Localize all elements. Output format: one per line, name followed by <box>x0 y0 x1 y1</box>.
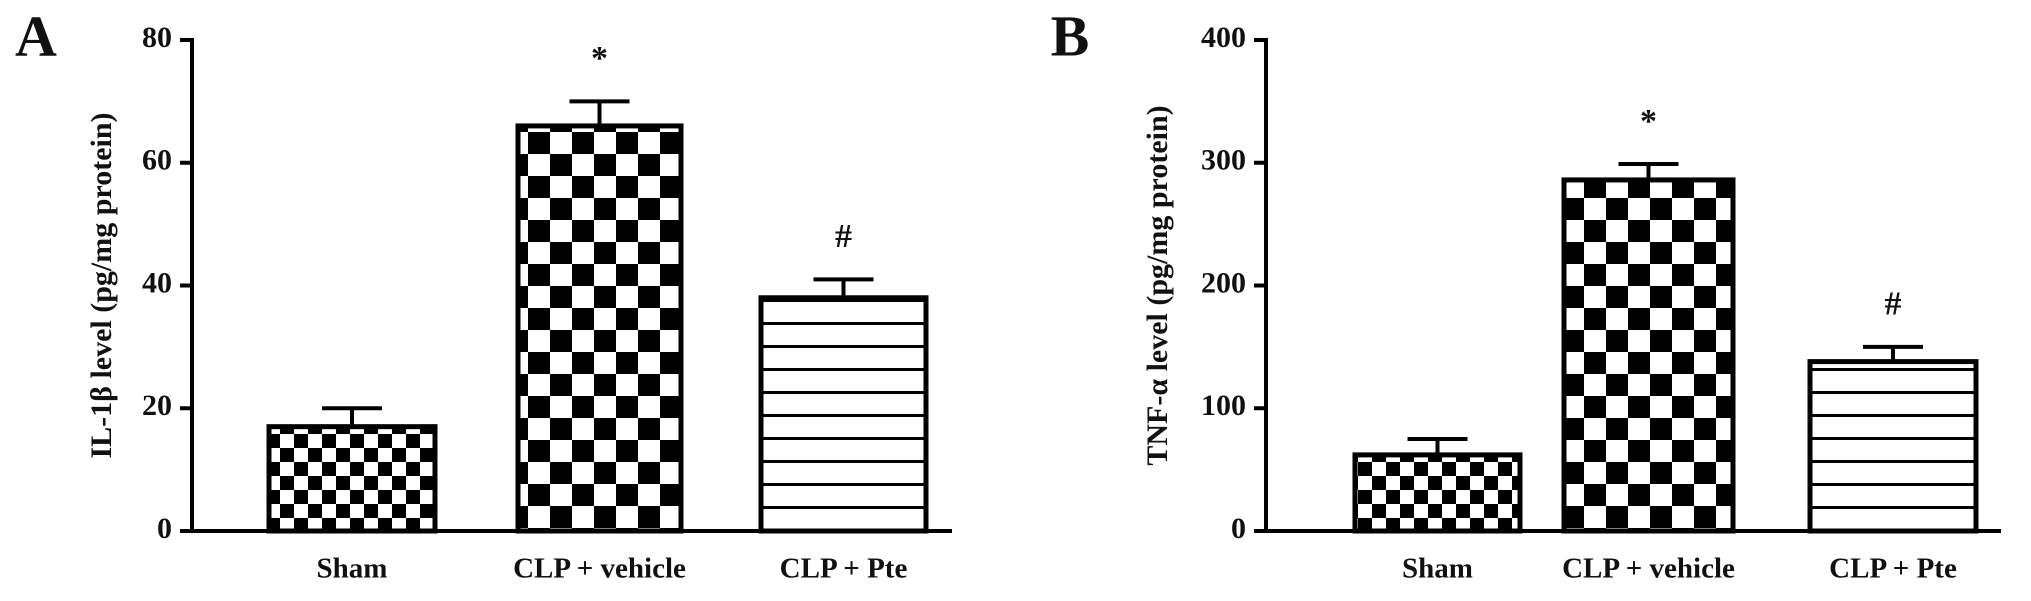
y-tick-label: 20 <box>142 389 172 422</box>
y-tick-label: 60 <box>142 144 172 177</box>
bar <box>1352 452 1523 534</box>
y-tick-label: 400 <box>1201 21 1246 54</box>
x-tick-label: CLP + Pte <box>1829 553 1957 585</box>
significance-label: * <box>591 40 608 77</box>
bar <box>1807 359 1979 534</box>
y-tick-label: 0 <box>157 512 172 545</box>
y-tick-label: 300 <box>1201 144 1246 177</box>
x-tick-label: CLP + vehicle <box>513 553 686 585</box>
x-tick-label: CLP + Pte <box>780 553 908 585</box>
y-axis-label: TNF-α level (pg/mg protein) <box>1141 105 1174 465</box>
y-tick-label: 200 <box>1201 266 1246 299</box>
y-tick-label: 80 <box>142 21 172 54</box>
significance-label: * <box>1640 103 1657 140</box>
x-tick-label: CLP + vehicle <box>1562 553 1735 585</box>
bar <box>758 295 929 534</box>
significance-label: # <box>835 218 852 255</box>
bar <box>266 424 438 534</box>
x-tick-label: Sham <box>317 553 388 585</box>
y-tick-label: 100 <box>1201 389 1246 422</box>
x-tick-label: Sham <box>1402 553 1473 585</box>
y-tick-label: 0 <box>1231 512 1246 545</box>
panel-label: B <box>1051 3 1090 68</box>
y-axis-label: IL-1β level (pg/mg protein) <box>85 112 118 458</box>
y-tick-label: 40 <box>142 266 172 299</box>
bar <box>515 123 684 534</box>
panel-label: A <box>15 3 57 68</box>
significance-label: # <box>1885 286 1902 323</box>
bar <box>1561 177 1736 534</box>
